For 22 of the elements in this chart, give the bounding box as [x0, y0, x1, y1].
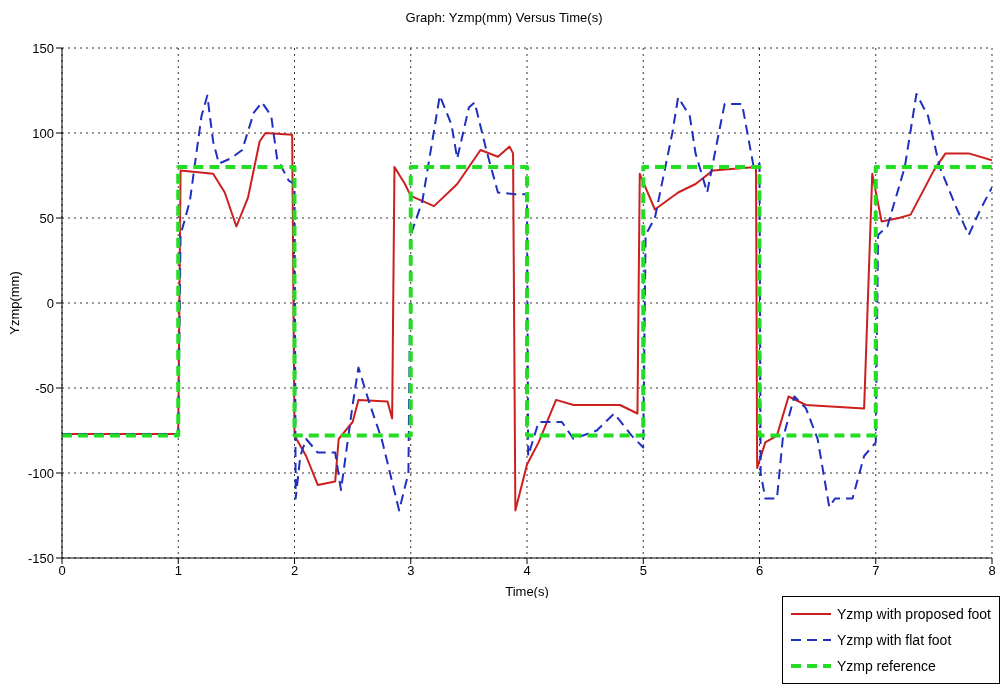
y-tick-label: -100 — [27, 465, 54, 481]
y-tick-label: 100 — [32, 125, 54, 141]
legend-label: Yzmp with flat foot — [836, 632, 952, 648]
legend-label: Yzmp reference — [836, 658, 936, 674]
x-tick-label: 0 — [58, 563, 66, 579]
x-tick-label: 1 — [174, 563, 182, 579]
x-tick-label: 5 — [639, 563, 647, 579]
y-axis-title: Yzmp(mm) — [6, 271, 22, 335]
chart-title: Graph: Yzmp(mm) Versus Time(s) — [404, 9, 604, 27]
x-tick-label: 7 — [872, 563, 880, 579]
x-tick-label: 4 — [523, 563, 531, 579]
y-tick-label: -150 — [27, 550, 54, 566]
x-tick-label: 6 — [755, 563, 764, 579]
x-axis-title: Time(s) — [505, 584, 549, 599]
x-tick-label: 8 — [988, 563, 996, 579]
x-tick-label: 2 — [290, 563, 299, 579]
x-tick-label: 3 — [407, 563, 415, 579]
y-tick-label: 0 — [46, 295, 54, 311]
y-tick-label: -50 — [35, 380, 54, 396]
legend-label: Yzmp with proposed foot — [836, 606, 991, 622]
y-tick-label: 50 — [39, 210, 54, 226]
y-tick-label: 150 — [32, 40, 54, 56]
